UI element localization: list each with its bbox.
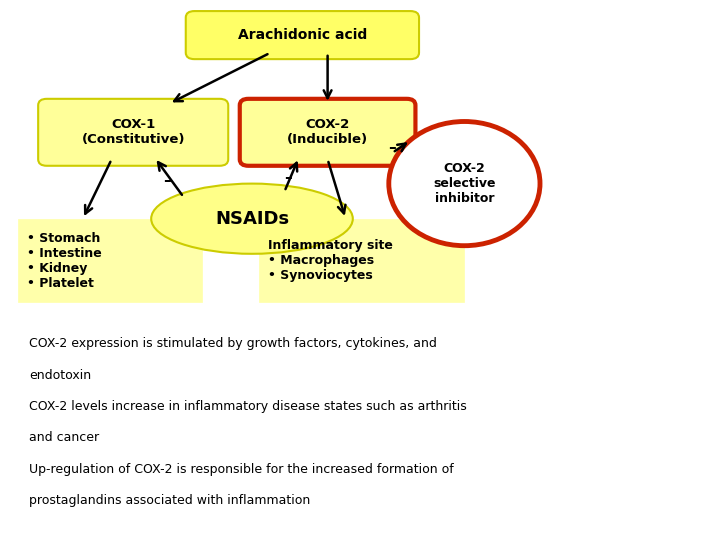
Text: COX-2 expression is stimulated by growth factors, cytokines, and: COX-2 expression is stimulated by growth…	[29, 338, 436, 350]
Text: Inflammatory site
• Macrophages
• Synoviocytes: Inflammatory site • Macrophages • Synovi…	[268, 239, 392, 282]
Text: Up-regulation of COX-2 is responsible for the increased formation of: Up-regulation of COX-2 is responsible fo…	[29, 463, 454, 476]
Text: –: –	[284, 170, 292, 185]
Text: Arachidonic acid: Arachidonic acid	[238, 28, 367, 42]
Text: prostaglandins associated with inflammation: prostaglandins associated with inflammat…	[29, 494, 310, 507]
Ellipse shape	[389, 122, 540, 246]
FancyBboxPatch shape	[18, 219, 202, 302]
FancyBboxPatch shape	[186, 11, 419, 59]
Text: –: –	[163, 173, 171, 188]
Text: and cancer: and cancer	[29, 431, 99, 444]
Text: • Stomach
• Intestine
• Kidney
• Platelet: • Stomach • Intestine • Kidney • Platele…	[27, 232, 102, 289]
FancyBboxPatch shape	[38, 99, 228, 166]
Ellipse shape	[151, 184, 353, 254]
FancyBboxPatch shape	[259, 219, 464, 302]
Text: NSAIDs: NSAIDs	[215, 210, 289, 228]
Text: COX-2
(Inducible): COX-2 (Inducible)	[287, 118, 368, 146]
FancyBboxPatch shape	[240, 99, 415, 166]
Text: COX-2
selective
inhibitor: COX-2 selective inhibitor	[433, 162, 495, 205]
Text: –: –	[389, 140, 396, 155]
Text: COX-1
(Constitutive): COX-1 (Constitutive)	[81, 118, 185, 146]
Text: endotoxin: endotoxin	[29, 369, 91, 382]
Text: COX-2 levels increase in inflammatory disease states such as arthritis: COX-2 levels increase in inflammatory di…	[29, 400, 467, 413]
